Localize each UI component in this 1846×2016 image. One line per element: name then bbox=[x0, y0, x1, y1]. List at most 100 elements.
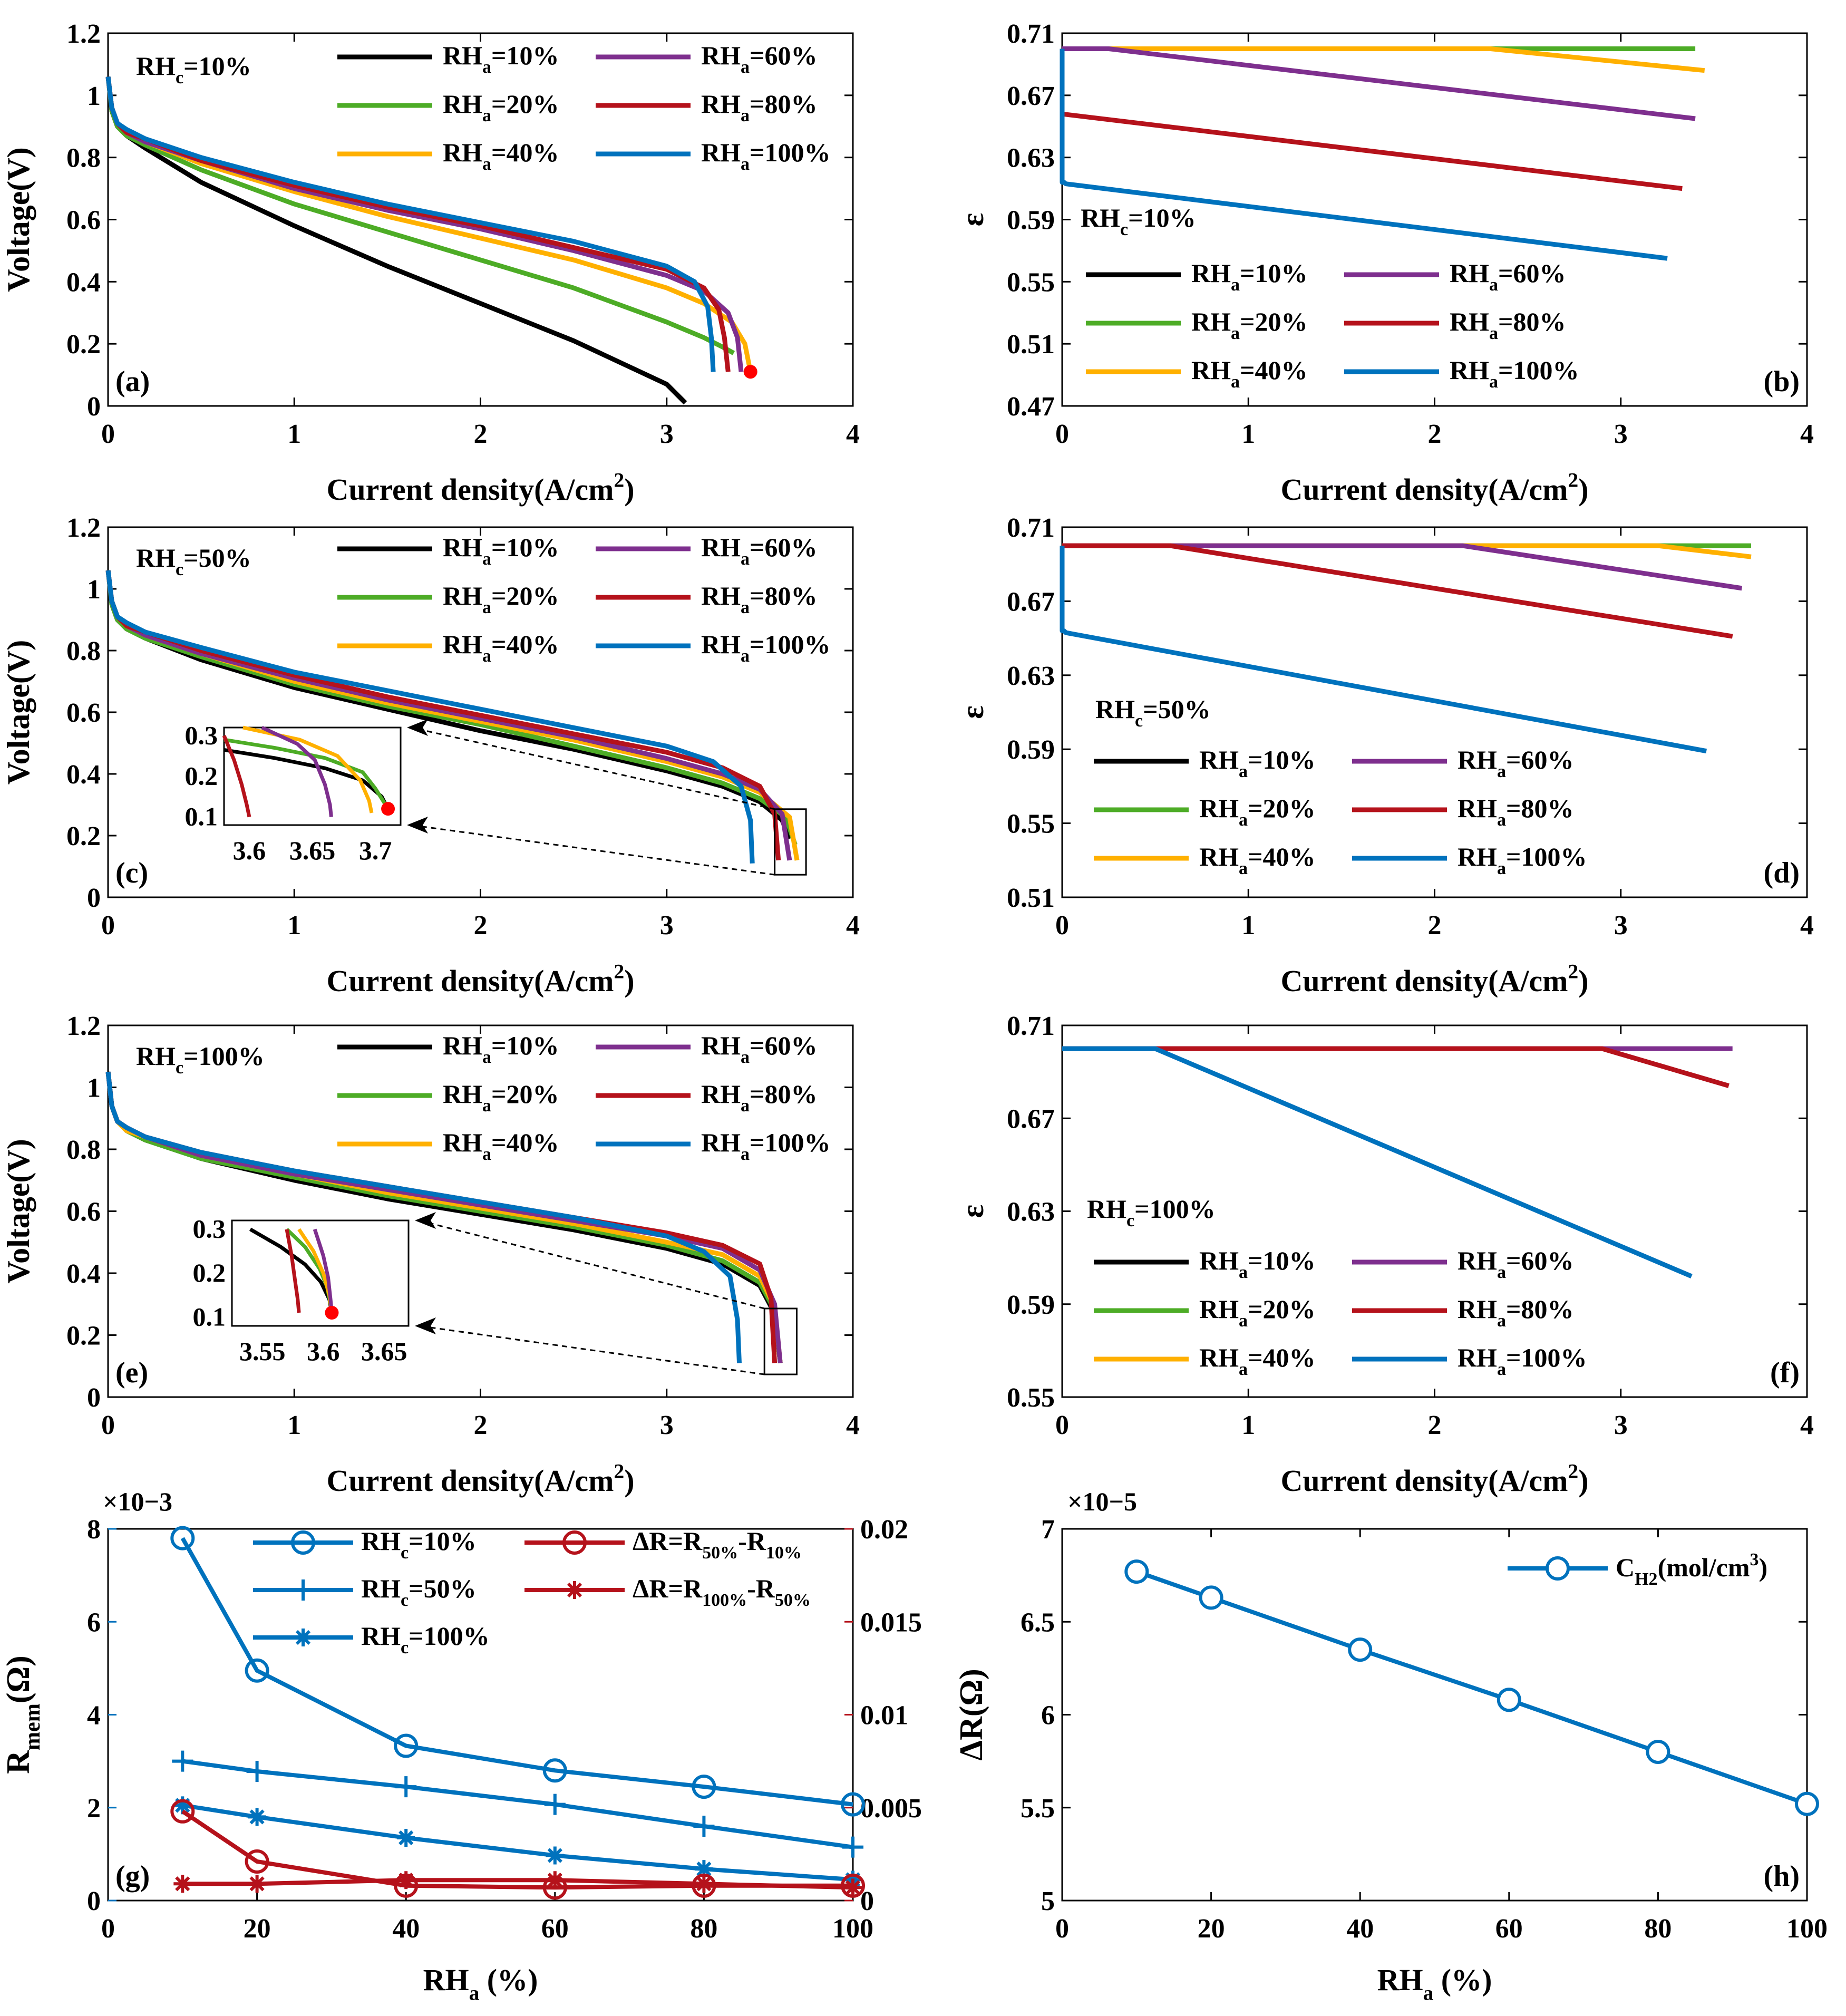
y-tick-label: 0.59 bbox=[1007, 1290, 1055, 1320]
y-tick-label: 6.5 bbox=[1021, 1607, 1055, 1637]
legend-label: RHc=10% bbox=[361, 1526, 477, 1563]
inset-x-tick-label: 3.6 bbox=[307, 1336, 340, 1366]
panel-label: (c) bbox=[115, 857, 148, 889]
legend-label: RHa=80% bbox=[1458, 793, 1574, 830]
series-line-rha40 bbox=[1062, 46, 1705, 73]
x-tick-label: 3 bbox=[1614, 419, 1628, 449]
y-axis-label: Voltage(V) bbox=[1, 640, 36, 784]
series-line-rha100 bbox=[105, 76, 716, 372]
panel-e: 0 1 2 3 4 0 0.2 0.4 0.6 0.8 1 1.2 Current density(A/… bbox=[1, 1011, 860, 1498]
panel-h: 0 20 40 60 80 100 5 5.5 6 6.5 7 ×10−5 CH2(mol/cm3) RH… bbox=[1021, 1487, 1828, 2005]
x-tick-label: 80 bbox=[690, 1914, 717, 1944]
arrow-head bbox=[407, 719, 428, 736]
data-marker-circle bbox=[692, 1775, 716, 1799]
x-tick-label: 2 bbox=[1428, 419, 1442, 449]
x-axis-label: RHa (%) bbox=[1377, 1963, 1492, 2005]
y-tick-label-right: 0.02 bbox=[860, 1515, 908, 1545]
legend-label: RHa=20% bbox=[1191, 307, 1308, 343]
zoom-box bbox=[763, 1307, 798, 1375]
data-marker-circle bbox=[841, 1792, 865, 1817]
condition-annotation: RHc=50% bbox=[1095, 694, 1211, 731]
legend-label: RHa=40% bbox=[443, 138, 559, 174]
y-tick-label: 4 bbox=[87, 1701, 101, 1731]
x-tick-label: 60 bbox=[541, 1914, 569, 1944]
inset-x-tick-label: 3.7 bbox=[359, 836, 392, 865]
x-axis-label: Current density(A/cm2) bbox=[326, 469, 634, 507]
x-tick-label: 4 bbox=[846, 419, 860, 449]
legend-label: RHa=40% bbox=[443, 629, 559, 666]
series-line-rha60 bbox=[1062, 46, 1696, 121]
y-tick-label: 6 bbox=[1041, 1701, 1055, 1731]
series-line-rha80 bbox=[1062, 111, 1683, 191]
legend-label: RHc=50% bbox=[361, 1574, 477, 1610]
series-line bbox=[180, 1537, 853, 1807]
condition-annotation: RHc=10% bbox=[1081, 203, 1196, 239]
x-tick-label: 20 bbox=[1198, 1914, 1225, 1944]
y-axis-label: Voltage(V) bbox=[1, 1139, 36, 1283]
y-axis-label: ε bbox=[955, 705, 990, 719]
y-tick-label: 0 bbox=[87, 392, 101, 422]
data-marker-plus bbox=[293, 1579, 314, 1601]
panel-d: 0 1 2 3 4 0.51 0.55 0.59 0.63 0.67 0.71 Current den… bbox=[955, 513, 1814, 998]
y-tick-label: 0.6 bbox=[66, 698, 101, 728]
y-tick-label: 0.55 bbox=[1007, 809, 1055, 839]
x-tick-label: 3 bbox=[660, 419, 674, 449]
legend-label: RHa=60% bbox=[701, 532, 818, 569]
x-tick-label: 4 bbox=[1800, 419, 1814, 449]
legend-label: CH2(mol/cm3) bbox=[1616, 1550, 1767, 1589]
data-marker-star bbox=[173, 1796, 192, 1815]
data-marker-star bbox=[695, 1875, 713, 1893]
x-tick-label: 0 bbox=[101, 910, 115, 941]
x-tick-label: 1 bbox=[287, 910, 301, 941]
inset-series-rha40 bbox=[242, 725, 374, 813]
y-axis-label: ε bbox=[955, 213, 990, 227]
data-marker-circle bbox=[1795, 1791, 1819, 1816]
panel-label: (h) bbox=[1764, 1860, 1800, 1893]
data-marker-circle bbox=[1646, 1740, 1670, 1764]
y-tick-label: 0.6 bbox=[66, 1197, 101, 1227]
panel-label: (f) bbox=[1770, 1356, 1800, 1389]
panel-a: 0 1 2 3 4 0 0.2 0.4 0.6 0.8 1 1.2 Current density(A/… bbox=[1, 19, 860, 507]
legend-label: RHa=20% bbox=[1199, 1294, 1316, 1331]
inset-y-tick-label: 0.2 bbox=[185, 761, 218, 791]
y-tick-label: 0.71 bbox=[1007, 19, 1055, 49]
data-marker-star bbox=[546, 1846, 564, 1865]
x-tick-label: 1 bbox=[1241, 1410, 1255, 1440]
y-tick-label: 0 bbox=[87, 1886, 101, 1916]
x-tick-label: 2 bbox=[474, 910, 488, 941]
x-tick-label: 0 bbox=[101, 419, 115, 449]
series-line-rha100 bbox=[105, 1071, 742, 1363]
y-tick-label: 0.2 bbox=[66, 821, 101, 851]
arrow-head bbox=[415, 1212, 436, 1229]
y-tick-label: 0.71 bbox=[1007, 1011, 1055, 1041]
inset-x-tick-label: 3.6 bbox=[233, 836, 266, 865]
y-tick-label: 0 bbox=[87, 883, 101, 913]
x-tick-label: 4 bbox=[846, 1410, 860, 1440]
inset-series-rha60 bbox=[261, 725, 333, 817]
legend-label: RHa=10% bbox=[443, 532, 559, 569]
legend-label: RHa=100% bbox=[701, 138, 831, 174]
x-axis-label: Current density(A/cm2) bbox=[1280, 1460, 1588, 1498]
x-tick-label: 3 bbox=[660, 910, 674, 941]
series-line-rha80 bbox=[1062, 1046, 1730, 1088]
data-marker-plus bbox=[246, 1761, 268, 1782]
panel-label: (d) bbox=[1764, 857, 1800, 889]
legend-label: RHa=10% bbox=[1191, 258, 1308, 295]
inset-y-tick-label: 0.3 bbox=[185, 720, 218, 750]
panel-c: 0 1 2 3 4 0 0.2 0.4 0.6 0.8 1 1.2 Current density(A/… bbox=[1, 513, 860, 998]
legend-label: RHa=60% bbox=[1458, 745, 1574, 781]
panel-label: (b) bbox=[1764, 365, 1800, 398]
y-tick-label: 5.5 bbox=[1021, 1794, 1055, 1824]
legend-label: RHa=40% bbox=[1199, 842, 1316, 878]
inset-marker-point bbox=[381, 802, 395, 816]
legend-label: RHa=60% bbox=[1458, 1246, 1574, 1282]
y-tick-label: 0.6 bbox=[66, 206, 101, 236]
panel-label: (g) bbox=[115, 1860, 150, 1893]
x-tick-label: 2 bbox=[474, 1410, 488, 1440]
data-marker-star bbox=[397, 1829, 415, 1847]
panel-label: (a) bbox=[115, 365, 150, 398]
y-tick-label: 0.51 bbox=[1007, 329, 1055, 360]
data-marker-circle bbox=[1348, 1637, 1373, 1662]
legend-label: RHa=80% bbox=[701, 581, 818, 617]
